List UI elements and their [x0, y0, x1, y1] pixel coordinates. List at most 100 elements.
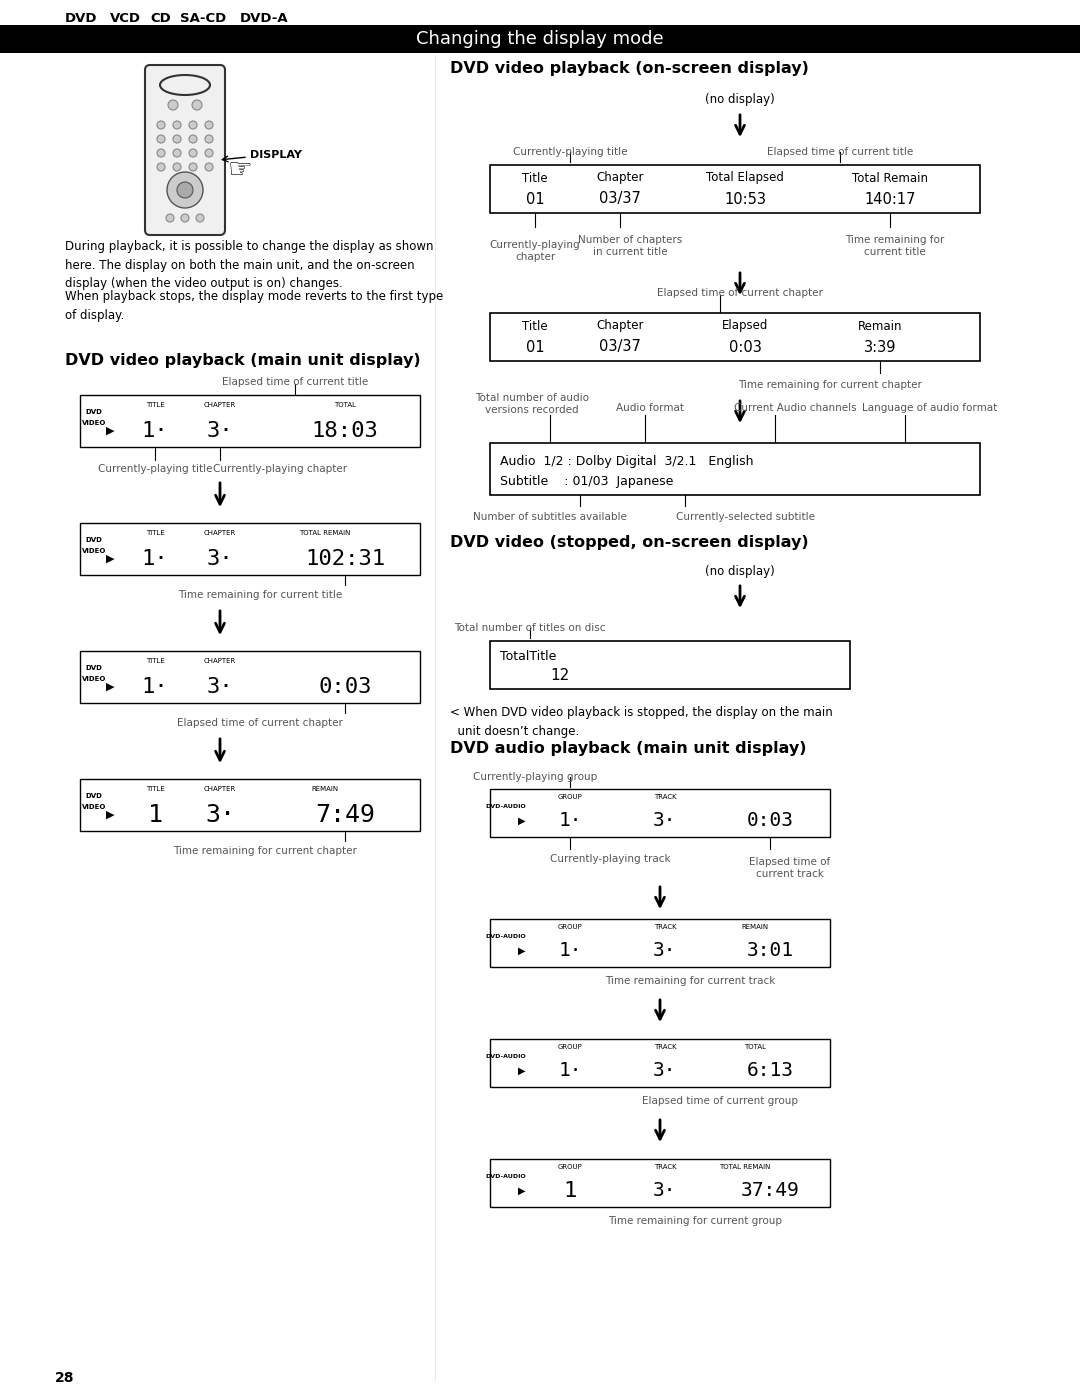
- Text: Number of chapters
in current title: Number of chapters in current title: [578, 235, 683, 257]
- Text: Currently-selected subtitle: Currently-selected subtitle: [675, 511, 814, 522]
- Circle shape: [166, 214, 174, 222]
- Text: 1: 1: [564, 1180, 577, 1201]
- Text: Time remaining for current track: Time remaining for current track: [605, 977, 775, 986]
- Text: 6:13: 6:13: [746, 1062, 794, 1080]
- Text: ▶: ▶: [106, 810, 114, 820]
- Text: Changing the display mode: Changing the display mode: [416, 29, 664, 47]
- Text: Language of audio format: Language of audio format: [862, 402, 998, 414]
- Text: TRACK: TRACK: [653, 1044, 676, 1051]
- Circle shape: [173, 163, 181, 170]
- Text: 01: 01: [526, 191, 544, 207]
- Text: (no display): (no display): [705, 564, 774, 577]
- Text: DVD: DVD: [65, 11, 97, 25]
- Circle shape: [157, 122, 165, 129]
- Bar: [80, 522, 420, 576]
- Text: SA-CD: SA-CD: [180, 11, 226, 25]
- Circle shape: [173, 122, 181, 129]
- Text: ▶: ▶: [518, 1066, 526, 1076]
- Circle shape: [167, 172, 203, 208]
- Circle shape: [173, 149, 181, 156]
- Circle shape: [205, 149, 213, 156]
- Text: 3·: 3·: [206, 549, 233, 569]
- Text: Current Audio channels: Current Audio channels: [733, 402, 856, 414]
- Text: 140:17: 140:17: [864, 191, 916, 207]
- Text: ☞: ☞: [228, 156, 253, 184]
- Bar: [490, 1160, 831, 1207]
- Bar: [490, 919, 831, 967]
- Text: Total Elapsed: Total Elapsed: [706, 172, 784, 184]
- Text: TRACK: TRACK: [653, 1164, 676, 1171]
- Text: Chapter: Chapter: [596, 172, 644, 184]
- Text: REMAIN: REMAIN: [311, 787, 338, 792]
- Text: DISPLAY: DISPLAY: [249, 149, 302, 161]
- Text: DVD-AUDIO: DVD-AUDIO: [486, 803, 526, 809]
- Text: TOTAL: TOTAL: [744, 1044, 766, 1051]
- Text: 28: 28: [55, 1370, 75, 1384]
- Text: 1: 1: [148, 803, 162, 827]
- Text: TOTAL REMAIN: TOTAL REMAIN: [719, 1164, 771, 1171]
- Text: TOTAL REMAIN: TOTAL REMAIN: [299, 529, 351, 536]
- Text: TITLE: TITLE: [146, 658, 164, 664]
- Text: TotalTitle: TotalTitle: [500, 650, 556, 662]
- Text: Total number of titles on disc: Total number of titles on disc: [455, 623, 606, 633]
- Text: DVD audio playback (main unit display): DVD audio playback (main unit display): [450, 742, 807, 757]
- Text: 03/37: 03/37: [599, 339, 640, 355]
- Text: 1·: 1·: [141, 549, 168, 569]
- Text: CHAPTER: CHAPTER: [204, 787, 237, 792]
- Text: 7:49: 7:49: [315, 803, 375, 827]
- Text: 01: 01: [526, 339, 544, 355]
- Text: 3·: 3·: [653, 942, 677, 961]
- Text: DVD video (stopped, on-screen display): DVD video (stopped, on-screen display): [450, 535, 809, 550]
- Text: VIDEO: VIDEO: [82, 676, 106, 682]
- Text: Number of subtitles available: Number of subtitles available: [473, 511, 626, 522]
- Text: ▶: ▶: [518, 1186, 526, 1196]
- Text: 3·: 3·: [205, 803, 235, 827]
- Text: Elapsed time of
current track: Elapsed time of current track: [750, 856, 831, 879]
- Bar: [490, 789, 831, 837]
- Circle shape: [157, 136, 165, 142]
- Text: DVD video playback (main unit display): DVD video playback (main unit display): [65, 352, 420, 367]
- Text: 3·: 3·: [653, 1182, 677, 1200]
- Bar: [490, 165, 980, 212]
- Text: DVD: DVD: [85, 536, 103, 543]
- Text: DVD-A: DVD-A: [240, 11, 288, 25]
- Text: 3·: 3·: [206, 420, 233, 441]
- Text: 0:03: 0:03: [746, 812, 794, 830]
- Circle shape: [177, 182, 193, 198]
- Circle shape: [168, 101, 178, 110]
- Text: CHAPTER: CHAPTER: [204, 658, 237, 664]
- Text: GROUP: GROUP: [557, 793, 582, 800]
- Text: 18:03: 18:03: [311, 420, 378, 441]
- Bar: [490, 1039, 831, 1087]
- Bar: [490, 443, 980, 495]
- Text: 1·: 1·: [558, 1062, 582, 1080]
- Text: GROUP: GROUP: [557, 923, 582, 930]
- Text: 3·: 3·: [653, 812, 677, 830]
- Text: 3:39: 3:39: [864, 339, 896, 355]
- Text: DVD-AUDIO: DVD-AUDIO: [486, 1173, 526, 1179]
- FancyBboxPatch shape: [145, 66, 225, 235]
- Text: ▶: ▶: [106, 555, 114, 564]
- Circle shape: [189, 136, 197, 142]
- Text: Audio  1/2 : Dolby Digital  3/2.1   English: Audio 1/2 : Dolby Digital 3/2.1 English: [500, 454, 754, 468]
- Circle shape: [205, 136, 213, 142]
- Text: VIDEO: VIDEO: [82, 420, 106, 426]
- Text: Time remaining for current group: Time remaining for current group: [608, 1215, 782, 1227]
- Text: VCD: VCD: [110, 11, 141, 25]
- Text: ▶: ▶: [106, 682, 114, 692]
- Bar: [0, 25, 1080, 53]
- Text: Elapsed time of current chapter: Elapsed time of current chapter: [177, 718, 343, 728]
- Text: TITLE: TITLE: [146, 787, 164, 792]
- Text: 03/37: 03/37: [599, 191, 640, 207]
- Text: Subtitle    : 01/03  Japanese: Subtitle : 01/03 Japanese: [500, 475, 673, 488]
- Text: 3·: 3·: [206, 678, 233, 697]
- Circle shape: [181, 214, 189, 222]
- Text: ▶: ▶: [518, 946, 526, 956]
- Circle shape: [173, 136, 181, 142]
- Text: 102:31: 102:31: [305, 549, 386, 569]
- Text: Time remaining for current chapter: Time remaining for current chapter: [173, 847, 356, 856]
- Text: TRACK: TRACK: [653, 923, 676, 930]
- Text: Total number of audio
versions recorded: Total number of audio versions recorded: [475, 393, 589, 415]
- Text: Elapsed: Elapsed: [721, 320, 768, 332]
- Bar: [490, 641, 850, 689]
